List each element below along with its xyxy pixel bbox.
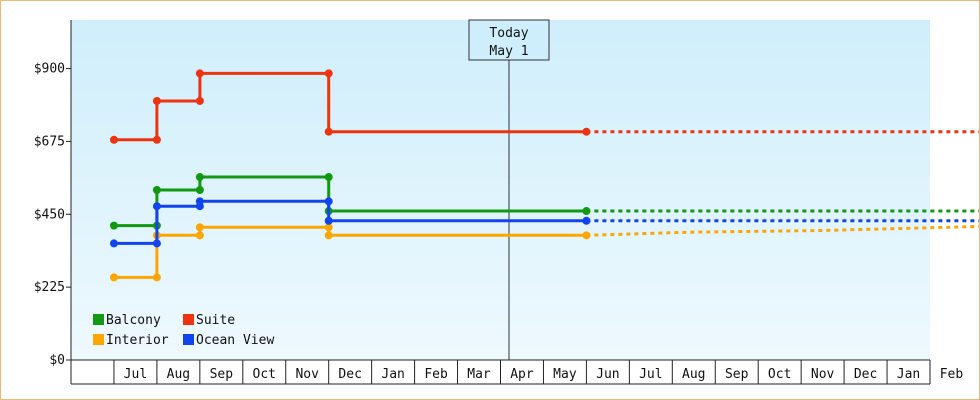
data-point <box>324 216 333 225</box>
data-point <box>324 231 333 240</box>
x-tick-label: Mar <box>467 367 491 382</box>
data-point <box>109 239 118 248</box>
y-tick-label: $450 <box>34 207 65 222</box>
legend-label: Balcony <box>106 313 161 328</box>
x-tick-label: Feb <box>424 367 448 382</box>
x-tick-label: Jul <box>124 367 147 382</box>
data-point <box>152 202 161 211</box>
legend-swatch <box>93 314 104 325</box>
x-tick-label: Oct <box>768 367 791 382</box>
data-point <box>109 135 118 144</box>
y-tick-label: $0 <box>49 353 65 368</box>
x-tick-label: Jun <box>596 367 619 382</box>
data-point <box>195 69 204 78</box>
x-tick-label: Dec <box>854 367 877 382</box>
x-tick-label: May <box>553 367 577 382</box>
today-label-line1: Today <box>489 26 528 41</box>
legend-swatch <box>93 334 104 345</box>
y-tick-label: $675 <box>34 134 65 149</box>
data-point <box>324 127 333 136</box>
x-tick-label: Sep <box>210 367 234 382</box>
x-tick-label: Jan <box>897 367 920 382</box>
data-point <box>324 69 333 78</box>
x-tick-label: Aug <box>167 367 190 382</box>
x-tick-label: Feb <box>940 367 964 382</box>
data-point <box>152 239 161 248</box>
x-tick-label: Jul <box>639 367 662 382</box>
legend-label: Ocean View <box>196 333 274 348</box>
x-tick-label: Apr <box>510 367 534 382</box>
x-tick-label: Oct <box>253 367 276 382</box>
x-tick-label: Nov <box>811 367 835 382</box>
data-point <box>324 173 333 182</box>
legend: Balcony Suite Interior Ocean View <box>93 313 274 348</box>
today-box <box>468 19 550 61</box>
today-label-line2: May 1 <box>489 44 528 59</box>
data-point <box>152 186 161 194</box>
x-tick-label: Aug <box>682 367 705 382</box>
data-point <box>324 197 333 206</box>
data-point <box>582 127 591 136</box>
data-point <box>195 186 204 194</box>
y-tick-label: $900 <box>34 62 65 77</box>
y-axis-ticks: $0 $225 $450 $675 $900 <box>34 62 71 368</box>
data-point <box>195 96 204 105</box>
x-axis-ticks: Jul Aug Sep Oct Nov Dec Jan Feb Mar Apr May Jun Jul A… <box>113 360 964 384</box>
data-point <box>324 223 333 232</box>
data-point <box>152 135 161 144</box>
legend-swatch <box>183 314 194 325</box>
data-point <box>582 216 591 225</box>
legend-label: Interior <box>106 333 169 348</box>
legend-label: Suite <box>196 313 235 328</box>
data-point <box>109 273 118 282</box>
data-point <box>195 223 204 232</box>
data-point <box>582 207 591 216</box>
data-point <box>152 96 161 105</box>
legend-swatch <box>183 334 194 345</box>
series-lines <box>109 69 980 282</box>
data-point <box>152 273 161 282</box>
x-tick-label: Dec <box>338 367 361 382</box>
x-tick-label: Nov <box>295 367 319 382</box>
x-tick-label: Jan <box>381 367 404 382</box>
data-point <box>582 231 591 240</box>
y-tick-label: $225 <box>34 280 65 295</box>
data-point <box>195 197 204 206</box>
data-point <box>195 173 204 182</box>
series-line <box>114 71 587 142</box>
data-point <box>195 231 204 240</box>
plot-background <box>71 20 930 360</box>
x-tick-label: Sep <box>725 367 749 382</box>
data-point <box>109 221 118 230</box>
